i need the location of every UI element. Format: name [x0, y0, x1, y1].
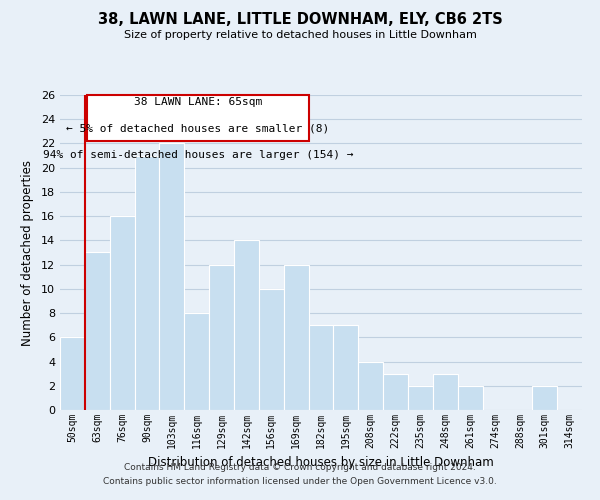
Bar — [284, 264, 308, 410]
Bar — [308, 325, 334, 410]
Bar — [85, 252, 110, 410]
Y-axis label: Number of detached properties: Number of detached properties — [21, 160, 34, 346]
Text: 38, LAWN LANE, LITTLE DOWNHAM, ELY, CB6 2TS: 38, LAWN LANE, LITTLE DOWNHAM, ELY, CB6 … — [98, 12, 502, 28]
Text: Contains HM Land Registry data © Crown copyright and database right 2024.: Contains HM Land Registry data © Crown c… — [124, 464, 476, 472]
Bar — [458, 386, 482, 410]
Text: 94% of semi-detached houses are larger (154) →: 94% of semi-detached houses are larger (… — [43, 150, 353, 160]
Bar — [259, 289, 284, 410]
Bar — [358, 362, 383, 410]
Bar — [234, 240, 259, 410]
Bar — [383, 374, 408, 410]
Bar — [60, 338, 85, 410]
Bar — [209, 264, 234, 410]
Bar — [160, 144, 184, 410]
Text: ← 5% of detached houses are smaller (8): ← 5% of detached houses are smaller (8) — [67, 124, 329, 134]
X-axis label: Distribution of detached houses by size in Little Downham: Distribution of detached houses by size … — [148, 456, 494, 469]
Bar — [433, 374, 458, 410]
Bar — [532, 386, 557, 410]
Bar — [408, 386, 433, 410]
Text: Contains public sector information licensed under the Open Government Licence v3: Contains public sector information licen… — [103, 477, 497, 486]
FancyBboxPatch shape — [88, 95, 308, 141]
Bar — [334, 325, 358, 410]
Bar — [134, 156, 160, 410]
Text: Size of property relative to detached houses in Little Downham: Size of property relative to detached ho… — [124, 30, 476, 40]
Bar — [184, 313, 209, 410]
Text: 38 LAWN LANE: 65sqm: 38 LAWN LANE: 65sqm — [134, 96, 262, 106]
Bar — [110, 216, 134, 410]
